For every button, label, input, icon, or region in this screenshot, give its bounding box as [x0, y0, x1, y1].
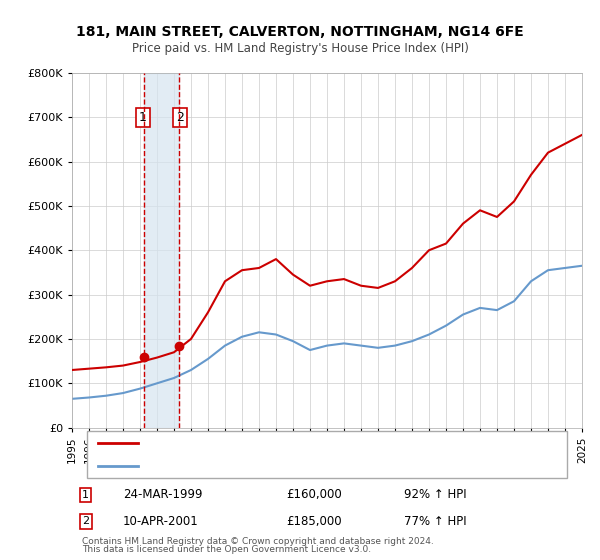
Bar: [144, 73, 179, 428]
Text: 92% ↑ HPI: 92% ↑ HPI: [404, 488, 466, 501]
Text: 1: 1: [139, 111, 147, 124]
Text: HPI: Average price, detached house, Gedling: HPI: Average price, detached house, Gedl…: [149, 461, 382, 471]
Text: £185,000: £185,000: [286, 515, 342, 528]
Text: 2: 2: [176, 111, 184, 124]
Text: 181, MAIN STREET, CALVERTON, NOTTINGHAM, NG14 6FE: 181, MAIN STREET, CALVERTON, NOTTINGHAM,…: [76, 25, 524, 39]
Text: Price paid vs. HM Land Registry's House Price Index (HPI): Price paid vs. HM Land Registry's House …: [131, 42, 469, 55]
Text: 1: 1: [82, 490, 89, 500]
Text: 77% ↑ HPI: 77% ↑ HPI: [404, 515, 466, 528]
Text: 181, MAIN STREET, CALVERTON, NOTTINGHAM, NG14 6FE (detached house): 181, MAIN STREET, CALVERTON, NOTTINGHAM,…: [149, 438, 543, 448]
Text: £160,000: £160,000: [286, 488, 342, 501]
Text: 24-MAR-1999: 24-MAR-1999: [123, 488, 203, 501]
FancyBboxPatch shape: [88, 431, 567, 478]
Text: Contains HM Land Registry data © Crown copyright and database right 2024.: Contains HM Land Registry data © Crown c…: [82, 537, 434, 546]
Text: 2: 2: [82, 516, 89, 526]
Text: 10-APR-2001: 10-APR-2001: [123, 515, 199, 528]
Text: This data is licensed under the Open Government Licence v3.0.: This data is licensed under the Open Gov…: [82, 545, 371, 554]
